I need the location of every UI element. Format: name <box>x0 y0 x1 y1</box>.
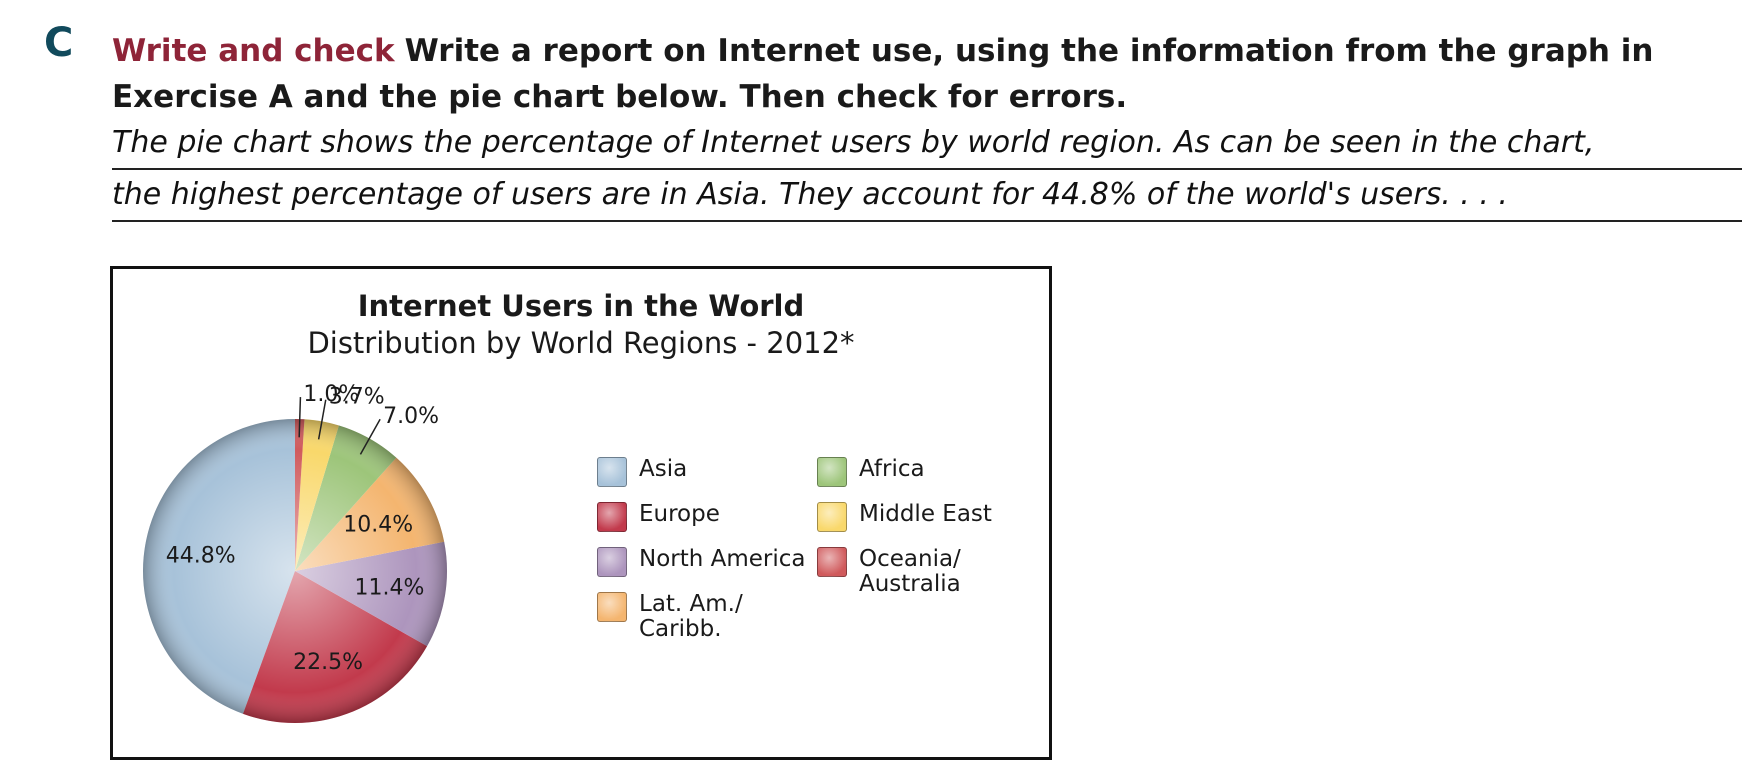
legend-label: Oceania/ Australia <box>859 546 961 597</box>
handwritten-line-2: the highest percentage of users are in A… <box>112 170 1742 222</box>
leader-line-middle-east <box>317 399 327 440</box>
pie-shading <box>143 419 447 723</box>
slice-label-asia: 44.8% <box>166 543 236 568</box>
legend-label: Middle East <box>859 501 992 527</box>
section-letter: C <box>44 20 74 66</box>
exercise-instruction-text: Write a report on Internet use, using th… <box>112 33 1654 115</box>
legend-label: North America <box>639 546 806 572</box>
slice-label-north-america: 11.4% <box>355 575 425 600</box>
exercise-instruction: Write and check Write a report on Interne… <box>112 28 1672 120</box>
handwritten-line-1: The pie chart shows the percentage of In… <box>112 118 1742 170</box>
legend-label: Asia <box>639 456 688 482</box>
leader-line-oceania-australia <box>298 397 302 438</box>
leader-line-africa <box>359 418 381 455</box>
legend-swatch <box>817 547 847 577</box>
exercise-lead: Write and check <box>112 33 395 69</box>
slice-label-lat-am-caribb: 10.4% <box>343 513 413 538</box>
legend-swatch <box>597 457 627 487</box>
slice-label-europe: 22.5% <box>293 650 363 675</box>
legend-item-oceania-australia: Oceania/ Australia <box>817 547 961 597</box>
legend-swatch <box>817 502 847 532</box>
legend-item-north-america: North America <box>597 547 806 577</box>
legend-label: Africa <box>859 456 925 482</box>
legend-swatch <box>817 457 847 487</box>
legend-swatch <box>597 502 627 532</box>
legend-swatch <box>597 547 627 577</box>
legend-item-europe: Europe <box>597 502 720 532</box>
legend-item-africa: Africa <box>817 457 925 487</box>
chart-subtitle: Distribution by World Regions - 2012* <box>307 326 855 360</box>
pie-chart-panel: Internet Users in the World Distribution… <box>110 266 1052 760</box>
legend-label: Europe <box>639 501 720 527</box>
legend-item-lat-am-caribb: Lat. Am./ Caribb. <box>597 592 743 642</box>
slice-label-oceania-australia: 1.0% <box>303 382 359 407</box>
legend-item-middle-east: Middle East <box>817 502 992 532</box>
legend-label: Lat. Am./ Caribb. <box>639 591 743 642</box>
legend-swatch <box>597 592 627 622</box>
slice-label-africa: 7.0% <box>383 404 439 429</box>
chart-title: Internet Users in the World <box>357 289 805 323</box>
legend-item-asia: Asia <box>597 457 687 487</box>
pie-chart: 44.8% 22.5% 11.4% 10.4% 7.0%3.7%1.0% <box>142 382 447 723</box>
slice-label-middle-east: 3.7% <box>329 385 385 410</box>
